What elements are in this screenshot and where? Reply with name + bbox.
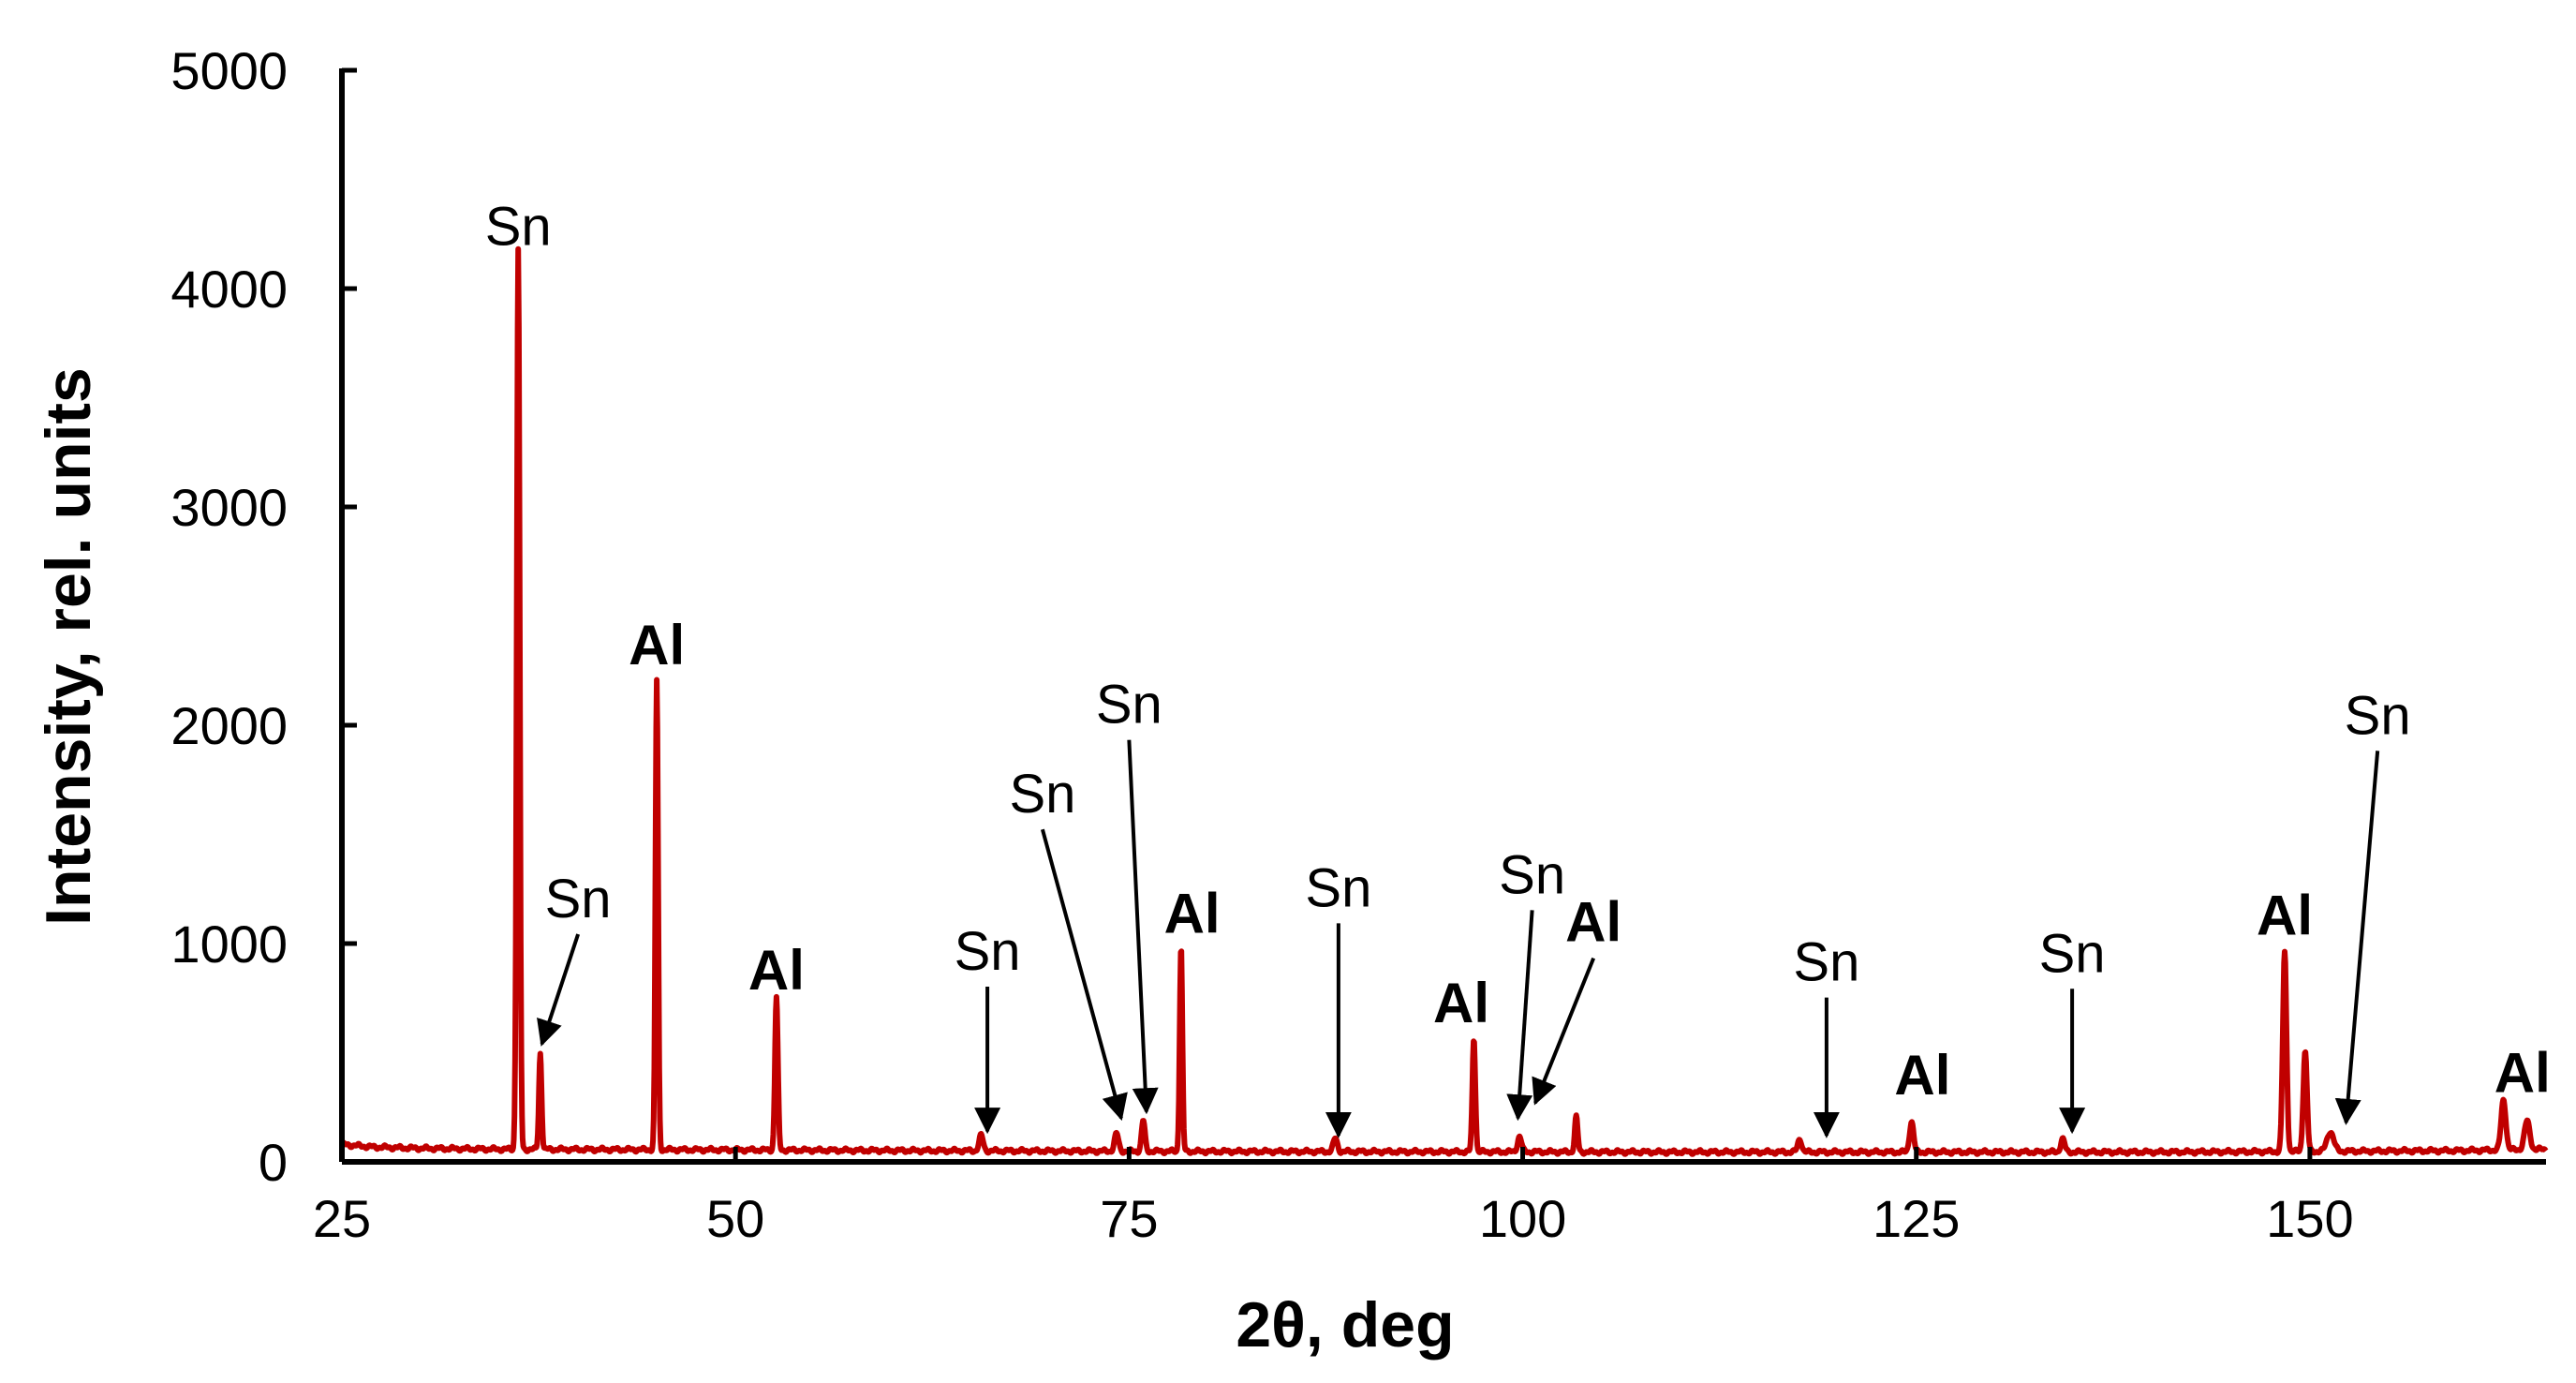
peak-arrow [537,933,581,1047]
peak-arrow [1127,739,1159,1115]
x-axis-title: 2θ, deg [1236,1289,1454,1361]
plot-area [339,245,2549,1157]
peak-label-sn: Sn [1096,675,1162,736]
peak-label-al: Al [1894,1044,1950,1107]
series-line-0 [339,245,2549,1157]
peak-label-sn: Sn [1499,844,1565,905]
peak-arrow [1532,957,1596,1106]
y-tick-label: 0 [259,1133,288,1192]
y-tick-label: 4000 [170,260,288,319]
y-tick-label: 2000 [170,696,288,755]
peak-label-sn: Sn [545,869,612,929]
x-tick-label: 150 [2266,1189,2353,1248]
peak-label-al: Al [2495,1041,2551,1104]
peak-label-sn: Sn [2345,685,2411,746]
peak-arrow [1506,910,1534,1122]
peak-label-al: Al [748,939,805,1002]
peak-label-al: Al [1433,972,1489,1034]
y-tick-label: 5000 [170,41,288,100]
peak-arrow [1040,828,1128,1122]
peak-label-al: Al [1164,882,1221,944]
peak-label-al: Al [1565,891,1621,954]
axes: 0 1000 2000 3000 4000 5000 25 50 75 100 125 150 [170,41,2546,1248]
peak-label-sn: Sn [1305,857,1371,918]
peak-label-sn: Sn [2039,923,2106,984]
peak-label-sn: Sn [485,196,552,257]
x-tick-label: 125 [1873,1189,1960,1248]
x-tick-label: 100 [1479,1189,1566,1248]
peak-label-al: Al [2257,885,2313,947]
x-tick-label: 50 [706,1189,764,1248]
peak-label-sn: Sn [955,921,1021,982]
peak-arrow [2334,751,2380,1125]
peak-label-sn: Sn [1009,764,1075,825]
x-tick-label: 25 [313,1189,371,1248]
y-axis-title: Intensity, rel. units [33,367,104,926]
x-tick-label: 75 [1100,1189,1158,1248]
peak-label-al: Al [629,614,685,677]
peak-label-sn: Sn [1793,932,1859,993]
y-tick-label: 1000 [170,915,288,974]
y-tick-label: 3000 [170,478,288,537]
